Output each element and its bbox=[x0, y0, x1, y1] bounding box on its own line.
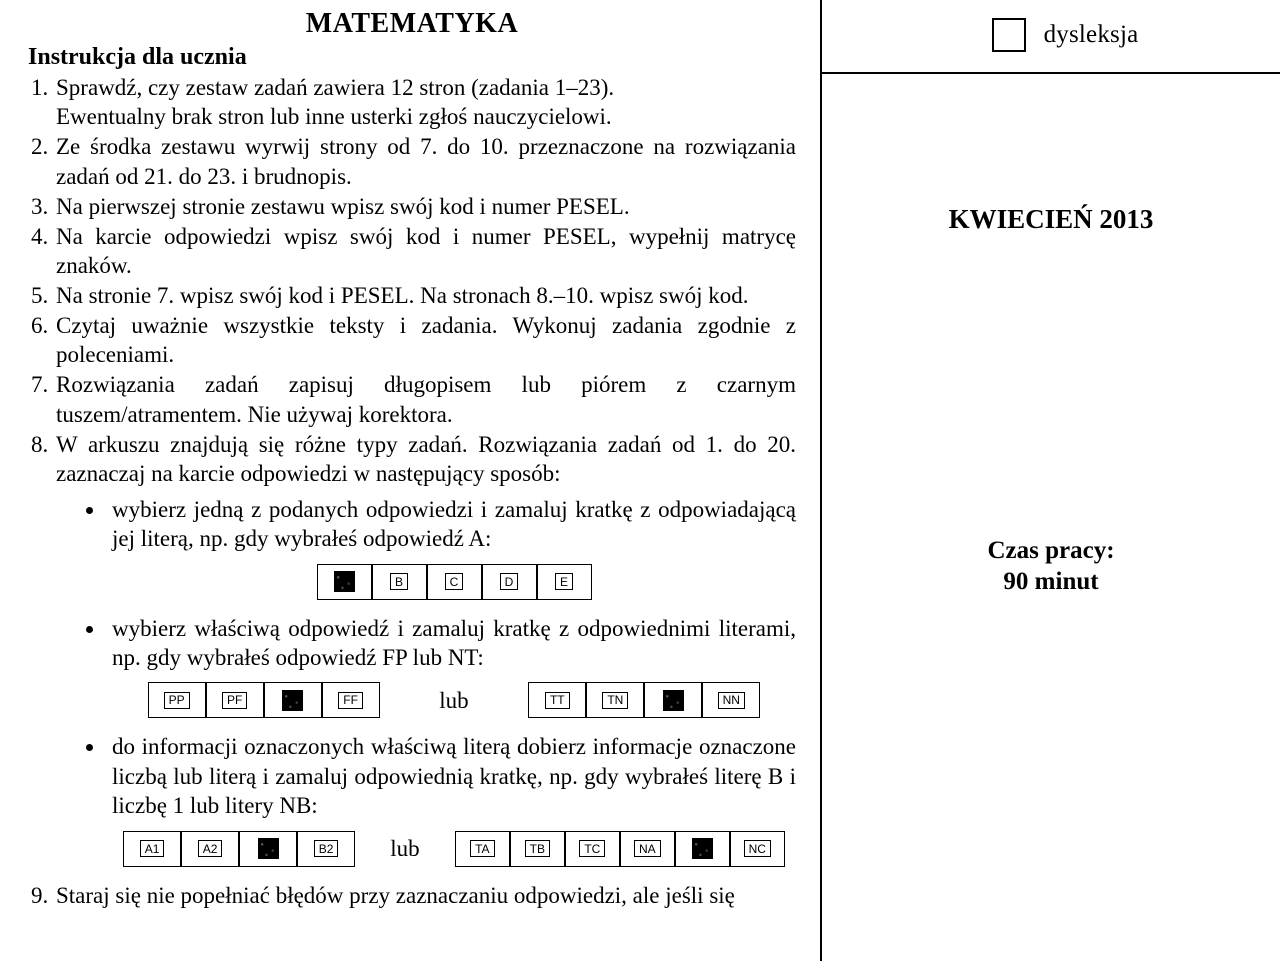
answer-cell bbox=[317, 564, 372, 600]
answer-label: TT bbox=[545, 692, 570, 709]
dyslexia-row: dysleksja bbox=[822, 0, 1280, 74]
bullet-text: wybierz jedną z podanych odpowiedzi i za… bbox=[112, 497, 796, 551]
answer-cell bbox=[239, 831, 297, 867]
sub-bullet: wybierz jedną z podanych odpowiedzi i za… bbox=[106, 495, 796, 606]
instructions-heading: Instrukcja dla ucznia bbox=[28, 44, 796, 71]
filled-marker bbox=[692, 838, 713, 859]
answer-label: NN bbox=[718, 692, 745, 709]
answer-cell: A1 bbox=[123, 831, 181, 867]
exam-date: KWIECIEŃ 2013 bbox=[822, 74, 1280, 235]
answer-label: PP bbox=[164, 692, 190, 709]
exam-time: Czas pracy: 90 minut bbox=[822, 535, 1280, 598]
filled-marker bbox=[258, 838, 279, 859]
answer-cell: TA bbox=[455, 831, 510, 867]
instruction-item: Ze środka zestawu wyrwij strony od 7. do… bbox=[54, 132, 796, 191]
instruction-item: Rozwiązania zadań zapisuj długopisem lub… bbox=[54, 370, 796, 429]
example-3: A1 A2 B2 lub TA TB TC NA NC bbox=[112, 825, 796, 873]
answer-cell: TC bbox=[565, 831, 620, 867]
answer-row: PP PF FF bbox=[148, 682, 380, 718]
instruction-item: Na pierwszej stronie zestawu wpisz swój … bbox=[54, 192, 796, 221]
main-column: MATEMATYKA Instrukcja dla ucznia Sprawdź… bbox=[0, 0, 820, 961]
answer-cell bbox=[675, 831, 730, 867]
answer-cell: C bbox=[427, 564, 482, 600]
answer-label: A1 bbox=[140, 840, 165, 857]
answer-label: TB bbox=[525, 840, 550, 857]
filled-marker bbox=[334, 571, 355, 592]
answer-cell: NN bbox=[702, 682, 760, 718]
instruction-item: Sprawdź, czy zestaw zadań zawiera 12 str… bbox=[54, 73, 796, 132]
instruction-text: Ewentualny brak stron lub inne usterki z… bbox=[56, 104, 612, 129]
answer-label: B bbox=[390, 573, 408, 590]
answer-row: B C D E bbox=[317, 564, 592, 600]
answer-label: B2 bbox=[314, 840, 339, 857]
filled-marker bbox=[663, 690, 684, 711]
answer-label: TN bbox=[602, 692, 628, 709]
answer-cell: E bbox=[537, 564, 592, 600]
instruction-item: Staraj się nie popełniać błędów przy zaz… bbox=[54, 881, 796, 910]
answer-label: PF bbox=[222, 692, 247, 709]
answer-row: TA TB TC NA NC bbox=[455, 831, 785, 867]
sidebar: dysleksja KWIECIEŃ 2013 Czas pracy: 90 m… bbox=[820, 0, 1280, 961]
answer-cell: D bbox=[482, 564, 537, 600]
sub-bullet: do informacji oznaczonych właściwą liter… bbox=[106, 732, 796, 872]
or-connector: lub bbox=[439, 686, 468, 715]
answer-label: D bbox=[500, 573, 519, 590]
bullet-text: wybierz właściwą odpowiedź i zamaluj kra… bbox=[112, 616, 796, 670]
filled-marker bbox=[282, 690, 303, 711]
dyslexia-checkbox[interactable] bbox=[992, 18, 1026, 52]
instructions-list: Sprawdź, czy zestaw zadań zawiera 12 str… bbox=[28, 73, 796, 910]
answer-label: A2 bbox=[198, 840, 223, 857]
answer-cell: NC bbox=[730, 831, 785, 867]
sub-bullet: wybierz właściwą odpowiedź i zamaluj kra… bbox=[106, 614, 796, 725]
instruction-item: Na stronie 7. wpisz swój kod i PESEL. Na… bbox=[54, 281, 796, 310]
instruction-item: Czytaj uważnie wszystkie teksty i zadani… bbox=[54, 311, 796, 370]
answer-label: NC bbox=[744, 840, 771, 857]
answer-cell: TN bbox=[586, 682, 644, 718]
instruction-item: W arkuszu znajdują się różne typy zadań.… bbox=[54, 430, 796, 873]
answer-cell bbox=[644, 682, 702, 718]
answer-cell: FF bbox=[322, 682, 380, 718]
answer-label: C bbox=[445, 573, 464, 590]
answer-label: NA bbox=[634, 840, 661, 857]
page-title: MATEMATYKA bbox=[28, 8, 796, 40]
time-value: 90 minut bbox=[1003, 568, 1098, 595]
answer-cell: PP bbox=[148, 682, 206, 718]
answer-label: E bbox=[555, 573, 573, 590]
instruction-text: Sprawdź, czy zestaw zadań zawiera 12 str… bbox=[56, 75, 614, 100]
answer-cell: NA bbox=[620, 831, 675, 867]
answer-label: TA bbox=[470, 840, 494, 857]
instruction-item: Na karcie odpowiedzi wpisz swój kod i nu… bbox=[54, 222, 796, 281]
answer-label: FF bbox=[338, 692, 363, 709]
answer-cell: TT bbox=[528, 682, 586, 718]
dyslexia-label: dysleksja bbox=[1044, 21, 1139, 49]
page: MATEMATYKA Instrukcja dla ucznia Sprawdź… bbox=[0, 0, 1280, 961]
or-connector: lub bbox=[390, 834, 419, 863]
answer-row: TT TN NN bbox=[528, 682, 760, 718]
instruction-text: W arkuszu znajdują się różne typy zadań.… bbox=[56, 432, 796, 486]
answer-label: TC bbox=[579, 840, 605, 857]
answer-cell bbox=[264, 682, 322, 718]
answer-cell: B bbox=[372, 564, 427, 600]
example-1: B C D E bbox=[112, 558, 796, 606]
answer-cell: PF bbox=[206, 682, 264, 718]
answer-cell: B2 bbox=[297, 831, 355, 867]
answer-cell: A2 bbox=[181, 831, 239, 867]
answer-cell: TB bbox=[510, 831, 565, 867]
example-2: PP PF FF lub TT TN NN bbox=[112, 676, 796, 724]
answer-row: A1 A2 B2 bbox=[123, 831, 355, 867]
time-label: Czas pracy: bbox=[987, 537, 1114, 564]
sub-bullet-list: wybierz jedną z podanych odpowiedzi i za… bbox=[56, 495, 796, 873]
bullet-text: do informacji oznaczonych właściwą liter… bbox=[112, 734, 796, 818]
